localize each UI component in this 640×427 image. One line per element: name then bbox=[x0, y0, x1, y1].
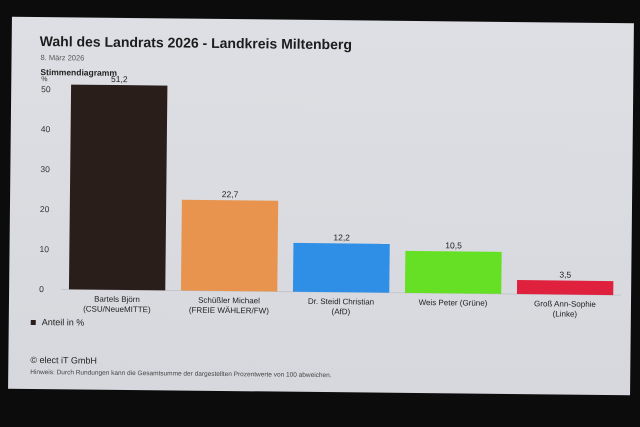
legend-label: Anteil in % bbox=[41, 317, 85, 328]
data-label: 10,5 bbox=[445, 240, 462, 250]
y-tick-label: 30 bbox=[40, 164, 50, 174]
bar-chart: % 0 10 20 30 40 50 51,2 Bartels Björn(CSU/NeueMI… bbox=[39, 74, 622, 319]
y-axis-unit: % bbox=[41, 76, 47, 83]
bar-1 bbox=[68, 84, 168, 291]
y-tick-label: 50 bbox=[41, 84, 51, 94]
bar-5 bbox=[516, 280, 614, 296]
legend-swatch bbox=[30, 319, 36, 325]
data-label: 51,2 bbox=[111, 74, 128, 84]
category-label: Schüßler Michael bbox=[198, 296, 260, 306]
category-label: Dr. Steidl Christian bbox=[308, 297, 374, 307]
bar-3 bbox=[292, 242, 390, 293]
category-label: (FREIE WÄHLER/FW) bbox=[189, 306, 269, 316]
data-label: 22,7 bbox=[222, 189, 239, 199]
data-label: 3,5 bbox=[559, 270, 571, 280]
category-label: (Linke) bbox=[553, 309, 578, 318]
category-label: (AfD) bbox=[332, 307, 351, 316]
legend: Anteil in % bbox=[30, 317, 85, 328]
copyright-text: © elect iT GmbH bbox=[30, 354, 97, 366]
category-label: Weis Peter (Grüne) bbox=[419, 298, 488, 308]
category-label: Groß Ann-Sophie bbox=[534, 299, 596, 309]
bar-2 bbox=[180, 199, 279, 292]
y-tick-label: 0 bbox=[39, 284, 44, 294]
y-tick-label: 40 bbox=[41, 124, 51, 134]
presentation-screen: Wahl des Landrats 2026 - Landkreis Milte… bbox=[8, 16, 634, 396]
category-label: (CSU/NeueMITTE) bbox=[83, 305, 151, 315]
y-tick-label: 20 bbox=[40, 204, 50, 214]
y-tick-label: 10 bbox=[39, 244, 49, 254]
data-label: 12,2 bbox=[333, 232, 350, 242]
category-label: Bartels Björn bbox=[94, 295, 140, 304]
bar-4 bbox=[404, 250, 502, 294]
